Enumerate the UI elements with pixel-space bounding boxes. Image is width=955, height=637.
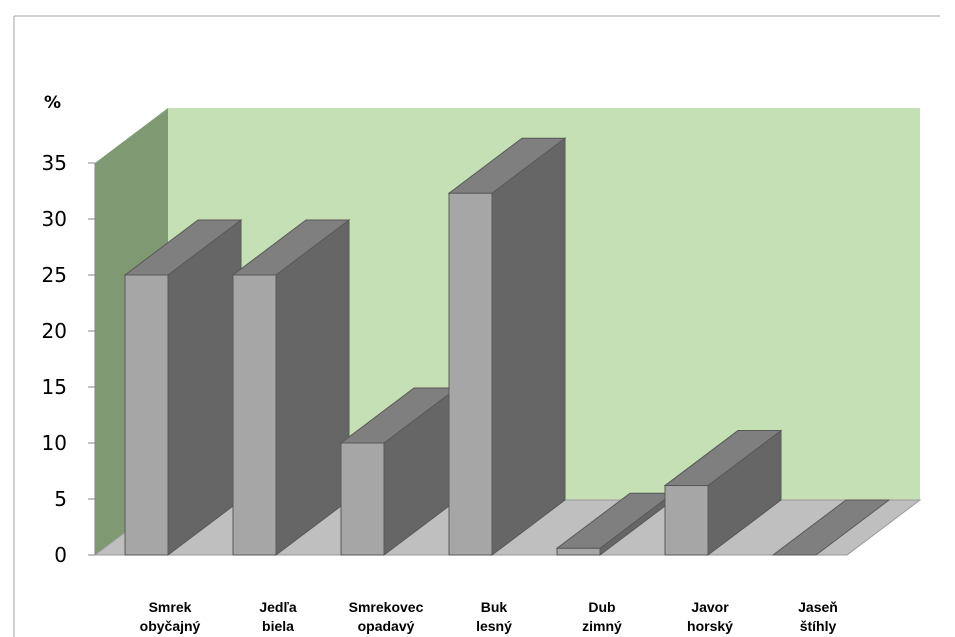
y-tick-label-15: 15 bbox=[42, 375, 67, 399]
bar-front-face bbox=[556, 547, 601, 556]
y-axis: 0 5 10 15 20 25 30 35 bbox=[42, 151, 96, 567]
bar-front-face bbox=[664, 485, 709, 556]
x-category-label-line: Javor bbox=[691, 599, 729, 615]
y-tick-label-5: 5 bbox=[54, 487, 67, 511]
x-category-label-line: Smrekovec bbox=[349, 599, 424, 615]
bar-front-face bbox=[448, 192, 493, 556]
x-category-label-5: Javor horský bbox=[687, 599, 733, 634]
x-axis-labels: Smrek obyčajný Jedľa biela Smrekovec opadavý B… bbox=[140, 599, 838, 634]
bar-side-face bbox=[167, 218, 242, 557]
x-category-label-2: Smrekovec opadavý bbox=[349, 599, 424, 634]
bar-1 bbox=[231, 218, 351, 557]
x-category-label-line: zimný bbox=[582, 618, 622, 634]
x-category-label-line: biela bbox=[262, 618, 294, 634]
bar-top-face bbox=[771, 499, 891, 556]
bar-front-face bbox=[340, 442, 385, 556]
y-tick-label-0: 0 bbox=[54, 543, 67, 567]
bar-front-face bbox=[124, 274, 169, 556]
x-category-label-line: lesný bbox=[476, 618, 512, 634]
x-category-label-line: opadavý bbox=[358, 618, 415, 634]
x-category-label-line: štíhly bbox=[800, 618, 837, 634]
y-tick-label-25: 25 bbox=[42, 263, 67, 287]
x-category-label-1: Jedľa biela bbox=[259, 599, 297, 634]
x-category-label-6: Jaseň štíhly bbox=[798, 599, 838, 634]
x-category-label-0: Smrek obyčajný bbox=[140, 599, 201, 634]
bar-side-face bbox=[275, 218, 350, 557]
y-axis-unit-label: % bbox=[44, 93, 61, 113]
x-category-label-line: Smrek bbox=[149, 599, 192, 615]
y-tick-label-35: 35 bbox=[42, 151, 67, 175]
x-category-label-line: Jaseň bbox=[798, 599, 838, 615]
x-category-label-line: Dub bbox=[588, 599, 615, 615]
bar-side-face bbox=[491, 137, 566, 557]
y-tick-label-20: 20 bbox=[42, 319, 67, 343]
x-category-label-line: horský bbox=[687, 618, 733, 634]
bar-front-face bbox=[232, 274, 277, 556]
bar-3 bbox=[447, 137, 567, 557]
bars bbox=[123, 137, 891, 557]
x-category-label-line: Jedľa bbox=[259, 599, 297, 615]
x-category-label-3: Buk lesný bbox=[476, 599, 512, 634]
bar-0 bbox=[123, 218, 243, 557]
bar-6 bbox=[771, 499, 891, 556]
y-tick-label-10: 10 bbox=[42, 431, 67, 455]
bar-5 bbox=[663, 429, 783, 557]
x-category-label-line: obyčajný bbox=[140, 618, 201, 634]
bar-2 bbox=[339, 386, 459, 557]
x-category-label-4: Dub zimný bbox=[582, 599, 622, 634]
y-tick-label-30: 30 bbox=[42, 207, 67, 231]
x-category-label-line: Buk bbox=[481, 599, 508, 615]
